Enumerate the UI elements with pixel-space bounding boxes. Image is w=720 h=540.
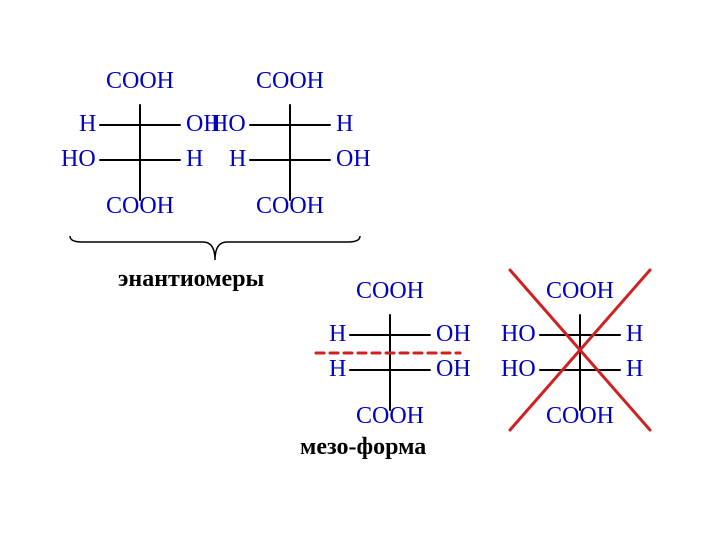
- label-D-bottom: COOH: [546, 403, 614, 430]
- label-A-r1-left: H: [79, 111, 96, 138]
- annotation-meso: мезо-форма: [300, 434, 426, 461]
- label-C-bottom: COOH: [356, 403, 424, 430]
- label-C-r1-right: OH: [436, 321, 471, 348]
- label-C-r2-right: OH: [436, 356, 471, 383]
- label-B-r2-right: OH: [336, 146, 371, 173]
- label-C-r1-left: H: [329, 321, 346, 348]
- label-D-top: COOH: [546, 278, 614, 305]
- label-C-top: COOH: [356, 278, 424, 305]
- label-B-bottom: COOH: [256, 193, 324, 220]
- brace-enantiomers: [70, 236, 360, 260]
- diagram-stage: COOHCOOHHOHHOHCOOHCOOHHOHHOHCOOHCOOHHOHH…: [0, 0, 720, 540]
- label-B-r2-left: H: [229, 146, 246, 173]
- annotation-enantiomers: энантиомеры: [118, 266, 264, 293]
- label-D-r1-left: HO: [501, 321, 536, 348]
- label-A-r2-left: HO: [61, 146, 96, 173]
- label-A-bottom: COOH: [106, 193, 174, 220]
- label-A-r2-right: H: [186, 146, 203, 173]
- label-D-r2-left: HO: [501, 356, 536, 383]
- label-C-r2-left: H: [329, 356, 346, 383]
- label-B-top: COOH: [256, 68, 324, 95]
- label-D-r2-right: H: [626, 356, 643, 383]
- label-A-top: COOH: [106, 68, 174, 95]
- label-B-r1-right: H: [336, 111, 353, 138]
- label-D-r1-right: H: [626, 321, 643, 348]
- label-B-r1-left: HO: [211, 111, 246, 138]
